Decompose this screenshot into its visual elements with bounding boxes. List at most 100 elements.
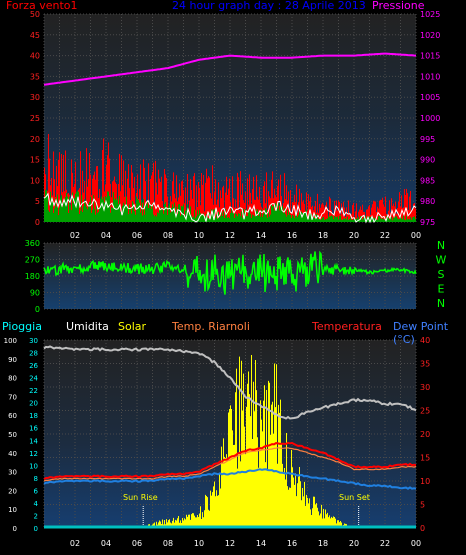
sunset-label: Sun Set	[339, 493, 370, 502]
wind-axis-tick: 40	[30, 52, 40, 61]
wind-x-tick: 12	[225, 231, 235, 240]
sensor-temp-label: Temp. Riarnoli	[172, 320, 250, 333]
temp-axis-tick: 25	[420, 407, 430, 416]
pressure-axis-tick: 995	[420, 135, 435, 144]
humidity-axis-tick: 60	[8, 412, 17, 420]
temp-axis-tick: 10	[420, 477, 430, 486]
temp-x-tick: 18	[318, 539, 328, 548]
pressure-line	[43, 52, 417, 86]
rain-axis-tick: 8	[34, 475, 38, 483]
wind-axis-tick: 20	[30, 135, 40, 144]
rain-axis-tick: 6	[34, 487, 39, 495]
gust-line	[43, 192, 417, 224]
compass-label: E	[438, 283, 445, 296]
wind-x-tick: 02	[70, 231, 80, 240]
pressure-axis-tick: 1020	[420, 31, 440, 40]
wind-x-tick: 18	[318, 231, 328, 240]
rain-axis-tick: 30	[29, 337, 38, 345]
direction-axis-tick: 90	[30, 289, 40, 298]
sunrise-label: Sun Rise	[123, 493, 158, 502]
direction-axis-tick: 0	[35, 305, 40, 314]
rain-axis-tick: 2	[34, 512, 38, 520]
rain-axis-tick: 16	[29, 425, 38, 433]
wind-x-tick: 04	[101, 231, 111, 240]
wind-x-tick: 08	[163, 231, 173, 240]
temp-axis-tick: 5	[420, 501, 425, 510]
temp-x-tick: 08	[163, 539, 173, 548]
temp-x-tick: 04	[101, 539, 111, 548]
temp-axis-tick: 0	[420, 524, 425, 533]
temp-x-tick: 00	[411, 539, 421, 548]
temp-x-tick: 06	[132, 539, 142, 548]
direction-line	[43, 250, 417, 295]
wind-axis-tick: 30	[30, 93, 40, 102]
humidity-axis-tick: 80	[8, 375, 17, 383]
pressure-axis-tick: 1015	[420, 52, 440, 61]
dewpoint-line	[43, 468, 417, 490]
rain-axis-tick: 28	[29, 350, 38, 358]
compass-label: S	[438, 268, 445, 281]
humidity-line	[43, 345, 417, 420]
compass-label: N	[437, 239, 445, 252]
rain-label: Pioggia	[2, 320, 42, 333]
wind-axis-tick: 10	[30, 176, 40, 185]
wind-x-tick: 06	[132, 231, 142, 240]
pressure-axis-tick: 985	[420, 176, 435, 185]
pressure-axis-tick: 975	[420, 218, 435, 227]
direction-axis-tick: 270	[25, 256, 40, 265]
temperature-label: Temperatura	[312, 320, 382, 333]
wind-x-tick: 14	[256, 231, 266, 240]
temperature-line	[43, 441, 417, 481]
wind-x-tick: 22	[380, 231, 390, 240]
pressure-axis-tick: 990	[420, 156, 435, 165]
wind-axis-tick: 35	[30, 72, 40, 81]
sensor-temp-line	[43, 447, 417, 482]
wind-x-tick: 20	[349, 231, 359, 240]
rain-axis-tick: 0	[34, 525, 38, 533]
wind-axis-tick: 15	[30, 156, 40, 165]
humidity-axis-tick: 50	[8, 431, 17, 439]
solar-label: Solar	[118, 320, 147, 333]
graph-title: 24 hour graph day : 28 Aprile 2013	[172, 0, 366, 12]
rain-axis-tick: 24	[29, 375, 38, 383]
temp-axis-tick: 30	[420, 383, 430, 392]
rain-axis-tick: 20	[29, 400, 38, 408]
rain-axis-tick: 18	[29, 412, 38, 420]
rain-axis-tick: 10	[29, 462, 38, 470]
temp-x-tick: 22	[380, 539, 390, 548]
compass-label: W	[436, 254, 447, 267]
wind-axis-tick: 45	[30, 31, 40, 40]
temp-axis-tick: 15	[420, 454, 430, 463]
rain-axis-tick: 12	[29, 450, 38, 458]
pressure-axis-tick: 1005	[420, 93, 440, 102]
pressure-axis-tick: 1010	[420, 72, 440, 81]
pressure-axis-tick: 1000	[420, 114, 440, 123]
wind-axis-tick: 50	[30, 10, 40, 19]
pressure-axis-tick: 1025	[420, 10, 440, 19]
rain-axis-tick: 14	[29, 437, 38, 445]
wind-axis-tick: 0	[35, 218, 40, 227]
direction-axis-tick: 360	[25, 239, 40, 248]
wind-x-tick: 00	[411, 231, 421, 240]
humidity-label: Umidita	[66, 320, 109, 333]
wind-axis-tick: 25	[30, 114, 40, 123]
pressure-label: Pressione	[372, 0, 425, 12]
wind-x-tick: 10	[194, 231, 204, 240]
temp-x-tick: 14	[256, 539, 266, 548]
humidity-axis-tick: 40	[8, 450, 17, 458]
humidity-axis-tick: 100	[4, 337, 17, 345]
dewpoint-label: Dew Point (°C)	[393, 320, 449, 346]
temp-x-tick: 16	[287, 539, 297, 548]
humidity-axis-tick: 0	[13, 525, 17, 533]
temp-x-tick: 12	[225, 539, 235, 548]
humidity-axis-tick: 70	[8, 393, 17, 401]
direction-axis-tick: 180	[25, 272, 40, 281]
compass-label: N	[437, 297, 445, 310]
humidity-axis-tick: 10	[8, 506, 17, 514]
humidity-axis-tick: 20	[8, 487, 17, 495]
rain-axis-tick: 4	[34, 500, 39, 508]
rain-axis-tick: 22	[29, 387, 38, 395]
humidity-axis-tick: 90	[8, 356, 17, 364]
